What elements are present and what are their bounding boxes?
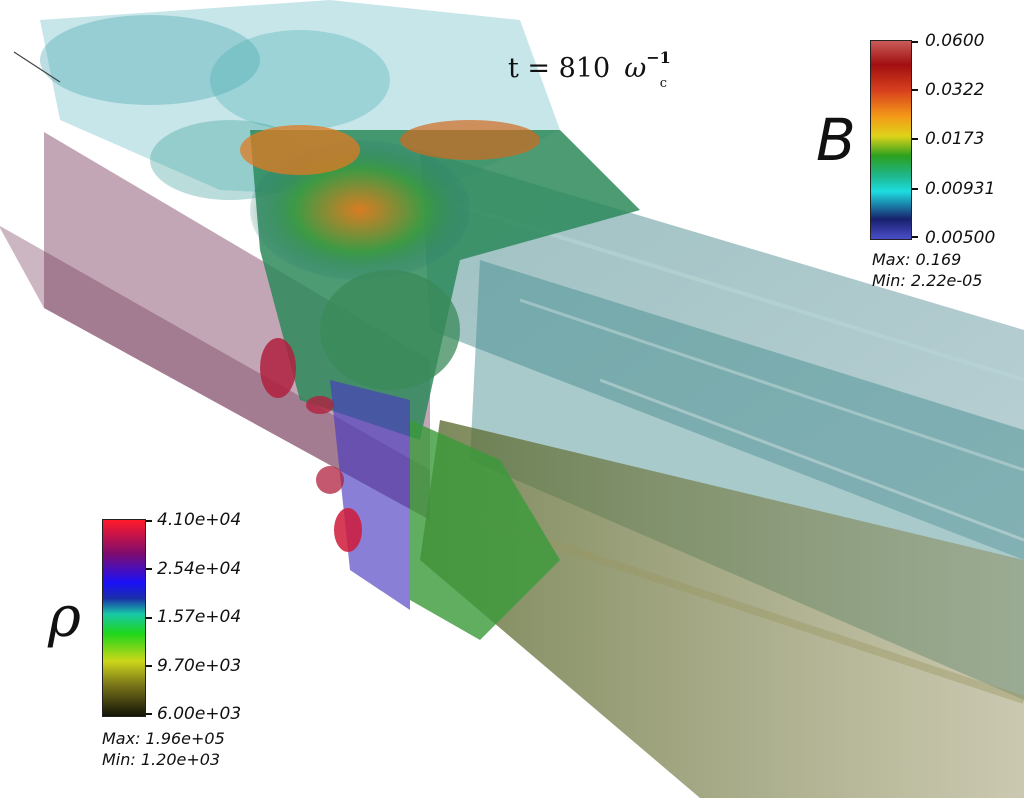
rho-tick — [146, 665, 152, 667]
turbulent-cloud — [40, 0, 560, 200]
b-tick-label: 0.0600 — [925, 31, 985, 51]
b-tick — [912, 41, 918, 43]
b-min-label: Min: 2.22e-05 — [872, 271, 983, 290]
b-tick-label: 0.0322 — [925, 80, 985, 100]
rho-tick-label: 4.10e+04 — [157, 510, 242, 530]
rho-tick-label: 2.54e+04 — [157, 559, 242, 579]
density-blobs — [260, 338, 362, 552]
rho-min-label: Min: 1.20e+03 — [102, 750, 221, 769]
b-field-symbol: B — [816, 106, 856, 174]
b-tick — [912, 89, 918, 91]
time-label: t = 810 ω−1 c — [508, 48, 671, 91]
rho-tick — [146, 617, 152, 619]
slice-plane-edge — [0, 226, 430, 520]
time-exponent: −1 — [646, 48, 671, 67]
slice-plane — [44, 132, 430, 520]
hot-core — [240, 120, 640, 640]
b-colorbar — [870, 40, 912, 240]
rho-tick-label: 6.00e+03 — [157, 704, 242, 724]
b-tick-label: 0.00500 — [925, 228, 996, 248]
time-subscript: c — [659, 76, 668, 92]
rho-tick-label: 9.70e+03 — [157, 656, 242, 676]
b-tick — [912, 188, 918, 190]
rho-max-label: Max: 1.96e+05 — [102, 729, 225, 748]
time-value: t = 810 — [508, 53, 611, 84]
b-tick-label: 0.0173 — [925, 129, 985, 149]
b-tick — [912, 236, 918, 238]
rho-colorbar — [102, 519, 146, 717]
rho-tick — [146, 568, 152, 570]
b-tick — [912, 138, 918, 140]
omega-symbol: ω — [624, 53, 647, 84]
b-max-label: Max: 0.169 — [872, 250, 962, 269]
rho-tick-label: 1.57e+04 — [157, 607, 242, 627]
streamline — [13, 51, 61, 83]
rho-tick — [146, 520, 152, 522]
density-symbol: ρ — [48, 585, 81, 650]
b-tick-label: 0.00931 — [925, 179, 996, 199]
jet-streaks — [420, 150, 1024, 798]
rho-tick — [146, 713, 152, 715]
